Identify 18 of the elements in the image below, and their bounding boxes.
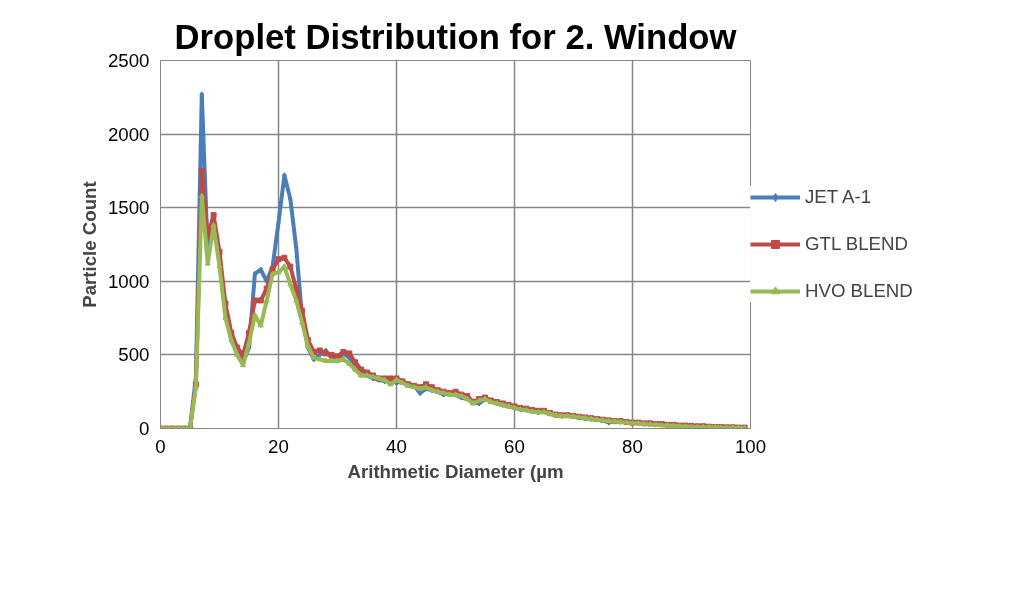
- legend-label: GTL BLEND: [805, 233, 908, 255]
- legend-label: HVO BLEND: [805, 280, 913, 302]
- x-axis-title: Arithmetic Diameter (µm: [347, 460, 564, 482]
- y-axis-title: Particle Count: [79, 181, 100, 308]
- y-tick-label: 1500: [108, 197, 150, 219]
- chart-title: Droplet Distribution for 2. Window: [174, 17, 738, 56]
- y-tick-label: 1000: [108, 270, 150, 292]
- x-tick-label: 100: [734, 435, 767, 457]
- x-tick-label: 0: [155, 435, 166, 457]
- y-tick-label: 2000: [108, 123, 150, 145]
- y-tick-label: 500: [118, 344, 150, 366]
- x-tick-label: 40: [386, 435, 407, 457]
- y-tick-label: 2500: [108, 50, 150, 71]
- x-tick-label: 60: [504, 435, 525, 457]
- x-tick-label: 80: [622, 435, 643, 457]
- x-tick-label: 20: [268, 435, 289, 457]
- legend-label: JET A-1: [805, 186, 872, 208]
- y-tick-label: 0: [139, 418, 150, 439]
